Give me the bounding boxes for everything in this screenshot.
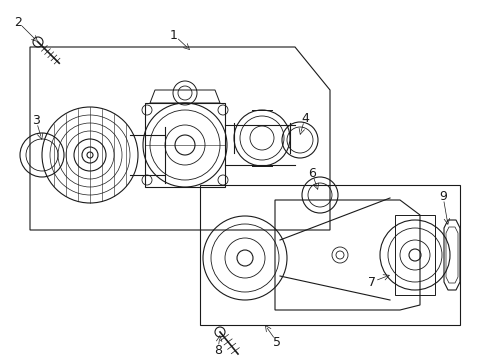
Text: 8: 8 (214, 343, 222, 356)
Text: 2: 2 (14, 15, 22, 28)
Text: 7: 7 (367, 275, 375, 288)
Text: 3: 3 (32, 113, 40, 126)
Text: 6: 6 (307, 166, 315, 180)
Text: 4: 4 (301, 112, 308, 125)
Text: 1: 1 (170, 28, 178, 41)
Bar (394, 215, 434, 295)
Text: 9: 9 (438, 189, 446, 202)
Text: 5: 5 (272, 336, 281, 348)
Bar (145, 103, 224, 187)
